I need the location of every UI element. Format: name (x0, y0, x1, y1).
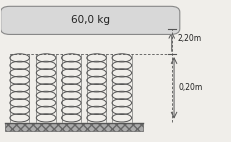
Bar (5, 123, 143, 131)
Text: 60,0 kg: 60,0 kg (71, 15, 110, 25)
Text: 0,20m: 0,20m (178, 83, 202, 92)
Text: 2,20m: 2,20m (177, 34, 202, 43)
FancyBboxPatch shape (1, 6, 180, 35)
